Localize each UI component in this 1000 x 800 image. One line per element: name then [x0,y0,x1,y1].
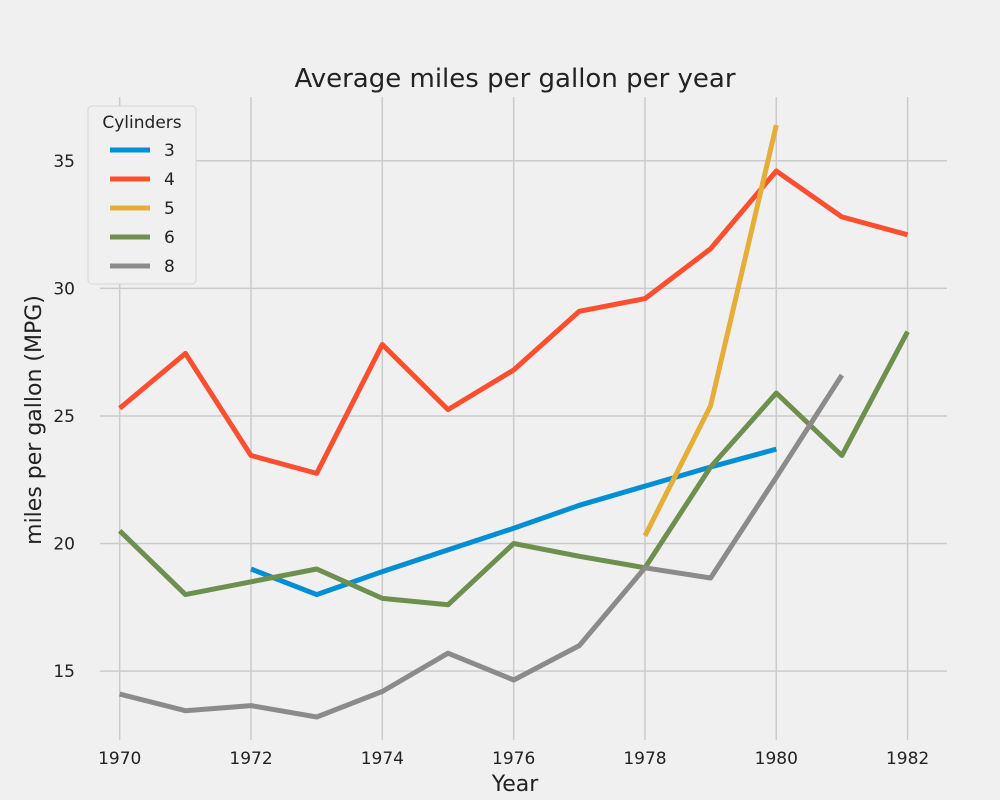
y-tick-label: 15 [53,662,75,682]
series-line-3-cylinders [250,446,777,598]
legend-label: 4 [164,170,175,190]
legend-label: 5 [164,199,175,219]
x-tick-label: 1972 [229,749,272,769]
chart-title: Average miles per gallon per year [294,64,735,94]
x-tick-label: 1982 [886,749,929,769]
y-tick-label: 20 [53,535,75,555]
x-tick-label: 1976 [492,749,535,769]
legend-label: 8 [164,257,175,277]
y-axis-label: miles per gallon (MPG) [22,295,47,545]
series-line-8-cylinders [119,373,845,720]
tick-labels: 1970 1972 1974 1976 1978 1980 1982 15 20 25 30 35 [53,152,929,769]
x-axis-label: Year [491,772,540,797]
y-tick-label: 25 [53,407,75,427]
y-tick-label: 35 [53,152,75,172]
legend-label: 6 [164,228,175,248]
legend-label: 3 [164,141,175,161]
y-tick-label: 30 [53,279,75,299]
legend-title: Cylinders [102,113,181,133]
x-tick-label: 1970 [98,749,141,769]
series-lines [117,124,910,720]
series-line-5-cylinders [642,124,779,538]
series-line-4-cylinders [118,168,909,476]
x-tick-label: 1980 [755,749,798,769]
x-tick-label: 1974 [361,749,404,769]
legend: Cylinders 3 4 5 6 8 [87,105,197,285]
x-tick-label: 1978 [623,749,666,769]
series-line-6-cylinders [117,330,910,608]
